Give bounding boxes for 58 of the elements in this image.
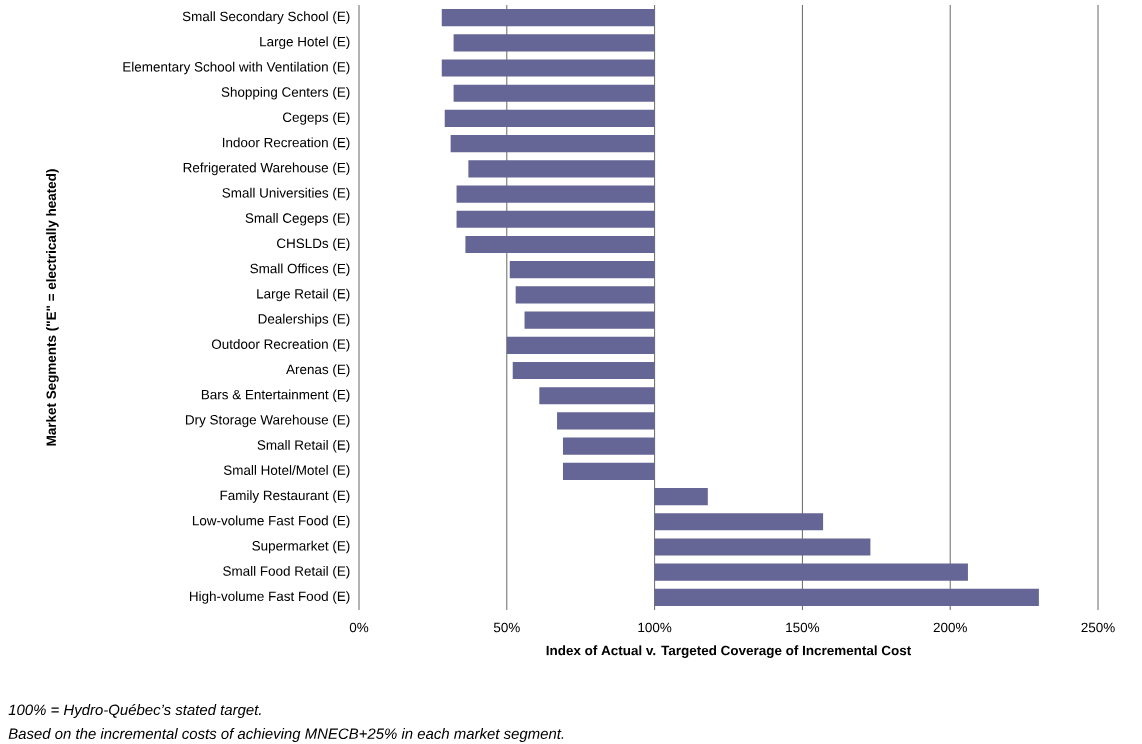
- bar: [539, 387, 655, 405]
- y-tick-label: Low-volume Fast Food (E): [192, 515, 350, 529]
- y-tick-label: Large Hotel (E): [260, 36, 350, 50]
- text: 100% = Hydro-Québec’s stated target.: [8, 703, 261, 719]
- y-axis-title: Market Segments ("E" = electrically heated): [46, 169, 59, 446]
- bar: [515, 286, 655, 304]
- y-tick-label: High-volume Fast Food (E): [189, 591, 350, 604]
- y-tick-label: Shopping Centers (E): [221, 86, 350, 100]
- bar: [450, 135, 655, 153]
- y-tick-label: Indoor Recreation (E): [222, 137, 350, 150]
- bar: [468, 160, 655, 178]
- bar: [453, 34, 655, 52]
- bar: [654, 513, 824, 531]
- y-tick-label: Arenas (E): [286, 364, 350, 377]
- y-tick-label: Outdoor Recreation (E): [211, 339, 350, 352]
- y-tick-label: Small Secondary School (E): [182, 11, 350, 24]
- bar: [524, 311, 655, 329]
- bar: [456, 210, 655, 228]
- y-tick-label: Small Cegeps (E): [245, 213, 350, 226]
- y-tick-label: Bars & Entertainment (E): [201, 389, 350, 402]
- x-tick-label: 150%: [786, 622, 820, 633]
- y-tick-label: CHSLDs (E): [277, 238, 350, 251]
- bar: [453, 84, 655, 102]
- y-tick-label: Small Hotel/Motel (E): [223, 465, 350, 478]
- x-tick-label: 50%: [493, 622, 520, 633]
- bar: [512, 361, 655, 380]
- text: Based on the incremental costs of achieving MNECB+25% in each market segment.: [8, 728, 564, 742]
- y-tick-label: Small Retail (E): [257, 439, 350, 453]
- bar: [654, 588, 1039, 606]
- y-tick-label: Cegeps (E): [282, 112, 350, 125]
- bar: [456, 185, 655, 203]
- x-tick-label: 100%: [638, 622, 672, 633]
- y-tick-label: Refrigerated Warehouse (E): [183, 162, 350, 176]
- bar: [441, 59, 655, 77]
- bar: [441, 9, 655, 27]
- y-tick-label: Small Universities (E): [222, 187, 350, 201]
- bar: [562, 437, 655, 455]
- x-tick-label: 0%: [349, 622, 369, 633]
- y-tick-label: Small Food Retail (E): [223, 565, 350, 579]
- y-tick-label: Elementary School with Ventilation (E): [123, 61, 350, 75]
- y-tick-label: Small Offices (E): [250, 263, 350, 276]
- bar: [654, 538, 871, 556]
- y-tick-label: Supermarket (E): [252, 540, 350, 554]
- y-tick-label: Large Retail (E): [257, 288, 350, 302]
- bar: [557, 412, 655, 430]
- x-axis-title: Index of Actual v. Targeted Coverage of Incremental Cost: [546, 645, 912, 658]
- y-tick-label: Dry Storage Warehouse (E): [185, 414, 350, 428]
- y-tick-label: Dealerships (E): [258, 313, 350, 327]
- bar: [562, 462, 655, 480]
- bar: [654, 563, 968, 581]
- bar: [509, 261, 655, 279]
- x-tick-label: 250%: [1081, 622, 1115, 633]
- x-tick-label: 200%: [933, 622, 967, 633]
- bar: [465, 235, 655, 254]
- bar: [654, 488, 708, 506]
- y-tick-label: Family Restaurant (E): [220, 490, 350, 503]
- bar: [506, 336, 655, 354]
- bar: [444, 109, 655, 128]
